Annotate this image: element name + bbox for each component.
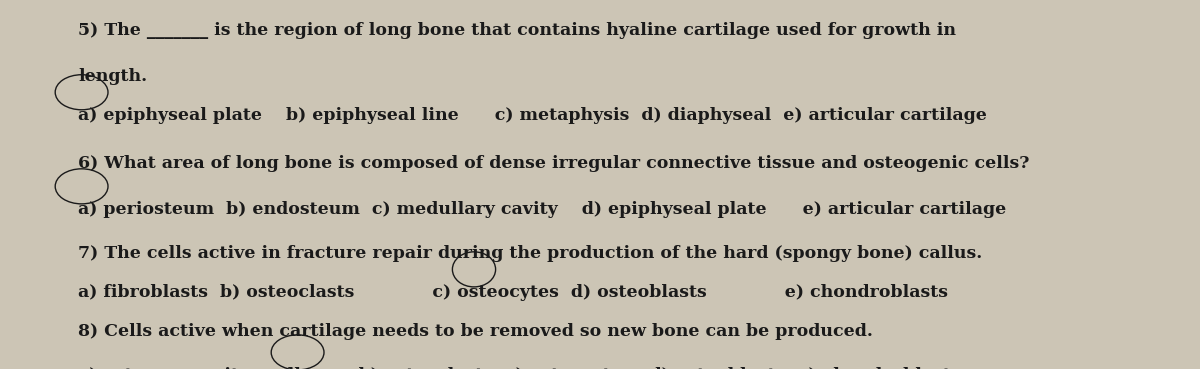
Text: 5) The _______ is the region of long bone that contains hyaline cartilage used f: 5) The _______ is the region of long bon…: [78, 22, 956, 39]
Text: length.: length.: [78, 68, 148, 85]
Text: a) fibroblasts  b) osteoclasts             c) osteocytes  d) osteoblasts        : a) fibroblasts b) osteoclasts c) osteocy…: [78, 284, 948, 301]
Text: 7) The cells active in fracture repair during the production of the hard (spongy: 7) The cells active in fracture repair d…: [78, 245, 983, 262]
Text: 8) Cells active when cartilage needs to be removed so new bone can be produced.: 8) Cells active when cartilage needs to …: [78, 323, 872, 340]
Text: a) periosteum  b) endosteum  c) medullary cavity    d) epiphyseal plate      e) : a) periosteum b) endosteum c) medullary …: [78, 201, 1007, 218]
Text: 6) What area of long bone is composed of dense irregular connective tissue and o: 6) What area of long bone is composed of…: [78, 155, 1030, 172]
Text: a) epiphyseal plate    b) epiphyseal line      c) metaphysis  d) diaphyseal  e) : a) epiphyseal plate b) epiphyseal line c…: [78, 107, 986, 124]
Text: a) osteoprogenitor cells        b) osteoclasts  c) osteocytes   d) osteoblasts  : a) osteoprogenitor cells b) osteoclasts …: [78, 367, 961, 369]
